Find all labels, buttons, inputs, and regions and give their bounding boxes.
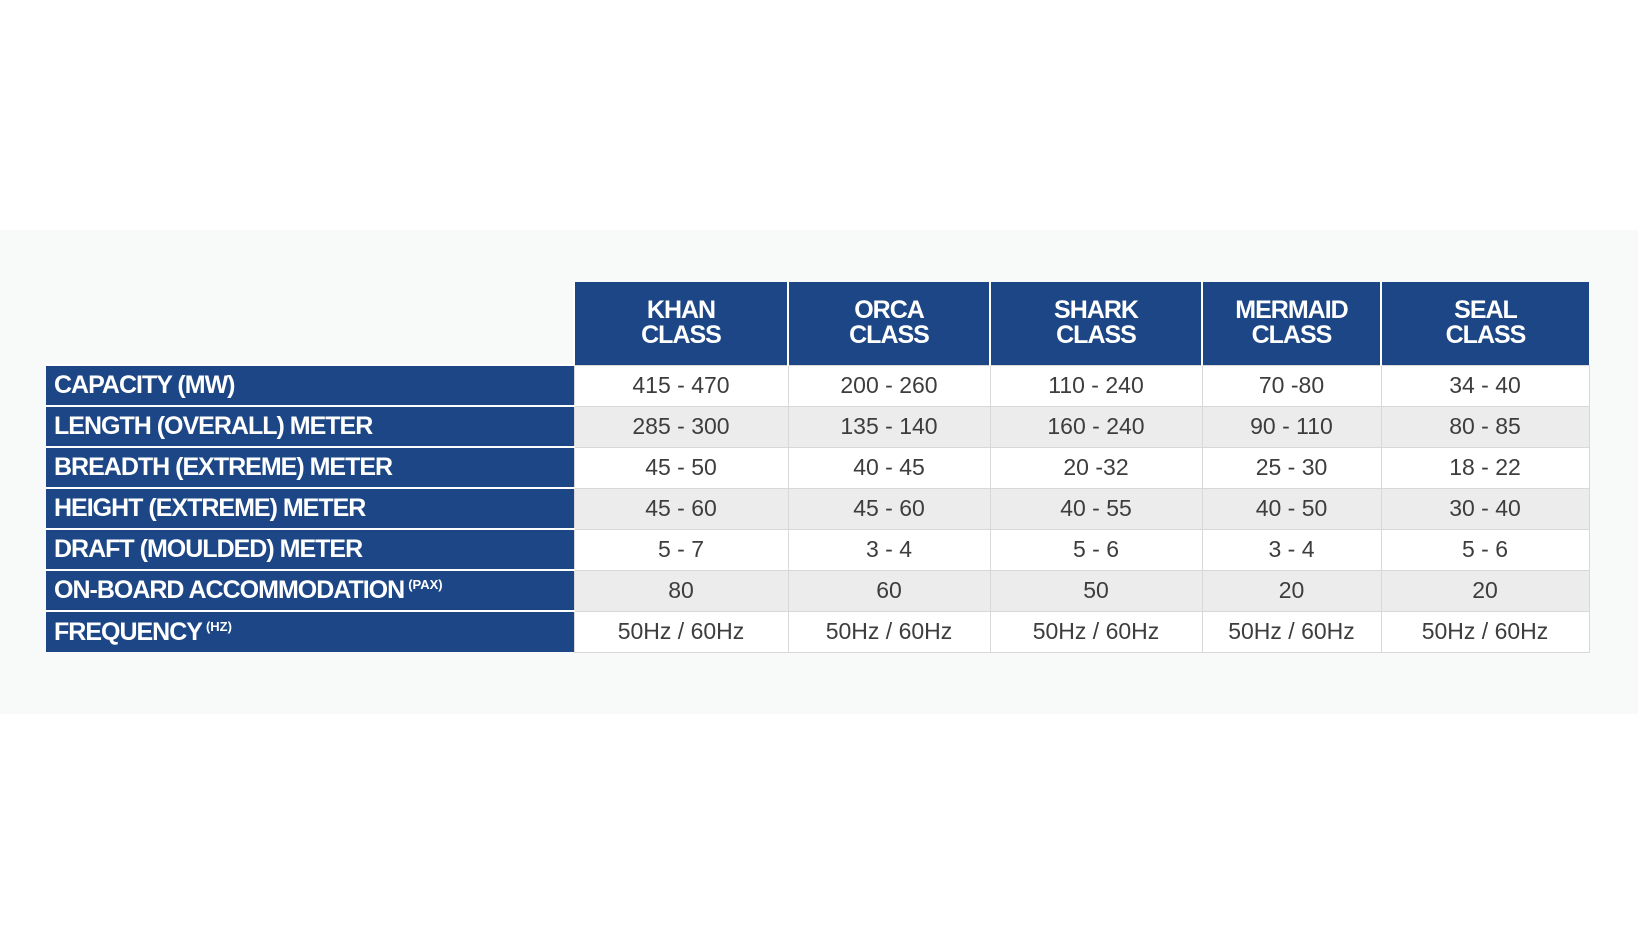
row-label-draft: DRAFT (MOULDED) METER [46, 528, 574, 570]
table-cell: 45 - 60 [787, 487, 991, 530]
table-header-row: KHAN CLASS ORCA CLASS SHARK CLASS MERMAID CL… [46, 282, 1589, 365]
table-cell: 80 - 85 [1380, 405, 1590, 448]
column-header-mermaid: MERMAID CLASS [1201, 282, 1381, 365]
table-cell: 30 - 40 [1380, 487, 1590, 530]
table-cell: 5 - 7 [573, 528, 789, 571]
table-row-length: LENGTH (OVERALL) METER 285 - 300 135 - 1… [46, 405, 1590, 448]
table-cell: 3 - 4 [787, 528, 991, 571]
table-cell: 34 - 40 [1380, 364, 1590, 407]
table-cell: 18 - 22 [1380, 446, 1590, 489]
table-cell: 285 - 300 [573, 405, 789, 448]
table-cell: 3 - 4 [1201, 528, 1382, 571]
row-label-height: HEIGHT (EXTREME) METER [46, 487, 574, 529]
row-label-frequency: FREQUENCY (HZ) [46, 610, 574, 652]
unit-superscript: (HZ) [205, 618, 232, 634]
table-cell: 20 [1201, 569, 1382, 612]
unit-superscript: (PAX) [408, 577, 443, 592]
table-cell: 20 [1380, 569, 1590, 612]
column-header-khan: KHAN CLASS [573, 282, 788, 365]
column-header-shark: SHARK CLASS [989, 282, 1202, 365]
header-corner-cell [46, 282, 574, 365]
table-cell: 5 - 6 [989, 528, 1203, 571]
table-cell: 60 [787, 569, 991, 612]
table-cell: 50 [989, 569, 1203, 612]
table-cell: 50Hz / 60Hz [1201, 610, 1382, 653]
row-label-length: LENGTH (OVERALL) METER [46, 405, 574, 447]
table-cell: 50Hz / 60Hz [989, 610, 1203, 653]
table-cell: 45 - 50 [573, 446, 789, 489]
table-cell: 135 - 140 [787, 405, 991, 448]
table-cell: 50Hz / 60Hz [787, 610, 991, 653]
table-cell: 40 - 50 [1201, 487, 1382, 530]
table-cell: 40 - 45 [787, 446, 991, 489]
table-row-draft: DRAFT (MOULDED) METER 5 - 7 3 - 4 5 - 6 … [46, 528, 1590, 571]
row-label-accommodation: ON-BOARD ACCOMMODATION (PAX) [46, 569, 574, 611]
table-cell: 70 -80 [1201, 364, 1382, 407]
table-cell: 50Hz / 60Hz [1380, 610, 1590, 653]
column-header-orca: ORCA CLASS [787, 282, 990, 365]
table-row-capacity: CAPACITY (MW) 415 - 470 200 - 260 110 - … [46, 364, 1590, 407]
table-cell: 160 - 240 [989, 405, 1203, 448]
table-cell: 20 -32 [989, 446, 1203, 489]
column-header-seal: SEAL CLASS [1380, 282, 1589, 365]
table-cell: 45 - 60 [573, 487, 789, 530]
table-cell: 200 - 260 [787, 364, 991, 407]
table-cell: 50Hz / 60Hz [573, 610, 789, 653]
table-row-frequency: FREQUENCY (HZ) 50Hz / 60Hz 50Hz / 60Hz 50… [46, 610, 1590, 653]
vessel-spec-table: KHAN CLASS ORCA CLASS SHARK CLASS MERMAID CL… [46, 282, 1590, 653]
table-row-breadth: BREADTH (EXTREME) METER 45 - 50 40 - 45 … [46, 446, 1590, 489]
table-cell: 40 - 55 [989, 487, 1203, 530]
table-row-accommodation: ON-BOARD ACCOMMODATION (PAX) 80 60 50 20 … [46, 569, 1590, 612]
table-row-height: HEIGHT (EXTREME) METER 45 - 60 45 - 60 4… [46, 487, 1590, 530]
row-label-breadth: BREADTH (EXTREME) METER [46, 446, 574, 488]
table-cell: 110 - 240 [989, 364, 1203, 407]
table-cell: 80 [573, 569, 789, 612]
table-cell: 415 - 470 [573, 364, 789, 407]
table-cell: 25 - 30 [1201, 446, 1382, 489]
table-cell: 90 - 110 [1201, 405, 1382, 448]
row-label-capacity: CAPACITY (MW) [46, 364, 574, 406]
table-cell: 5 - 6 [1380, 528, 1590, 571]
